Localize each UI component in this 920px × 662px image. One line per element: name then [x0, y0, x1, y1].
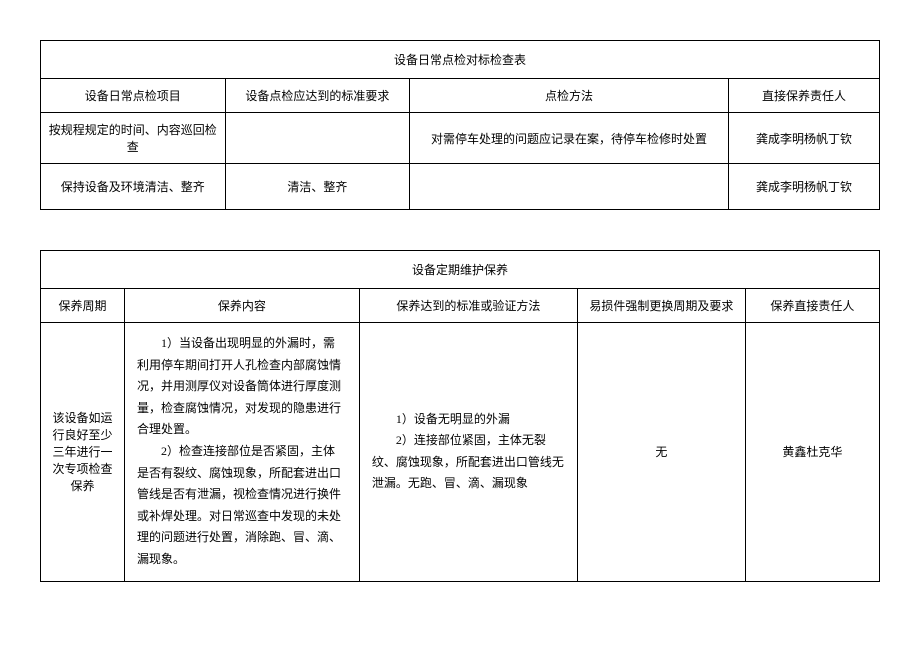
table1-title: 设备日常点检对标检查表 — [41, 41, 880, 79]
periodic-maintenance-table: 设备定期维护保养 保养周期 保养内容 保养达到的标准或验证方法 易损件强制更换周… — [40, 250, 880, 582]
table1-header-1: 设备点检应达到的标准要求 — [225, 79, 410, 113]
table1-cell: 保持设备及环境清洁、整齐 — [41, 164, 226, 210]
table2-period: 该设备如运行良好至少三年进行一次专项检查保养 — [41, 323, 125, 582]
table1-cell — [225, 113, 410, 164]
table2-header-1: 保养内容 — [124, 289, 359, 323]
table1-header-0: 设备日常点检项目 — [41, 79, 226, 113]
table2-header-0: 保养周期 — [41, 289, 125, 323]
table1-cell: 龚成李明杨帆丁钦 — [728, 164, 879, 210]
table2-replace: 无 — [577, 323, 745, 582]
table2-header-3: 易损件强制更换周期及要求 — [577, 289, 745, 323]
table2-verify: 1）设备无明显的外漏 2）连接部位紧固，主体无裂纹、腐蚀现象，所配套进出口管线无… — [359, 323, 577, 582]
table2-content: 1）当设备出现明显的外漏时，需利用停车期间打开人孔检查内部腐蚀情况，并用测厚仪对… — [124, 323, 359, 582]
table1-cell: 龚成李明杨帆丁钦 — [728, 113, 879, 164]
table1-cell: 清洁、整齐 — [225, 164, 410, 210]
table2-header-4: 保养直接责任人 — [745, 289, 879, 323]
table1-cell — [410, 164, 729, 210]
table2-title: 设备定期维护保养 — [41, 251, 880, 289]
table1-cell: 对需停车处理的问题应记录在案，待停车检修时处置 — [410, 113, 729, 164]
table2-header-2: 保养达到的标准或验证方法 — [359, 289, 577, 323]
table1-header-3: 直接保养责任人 — [728, 79, 879, 113]
table1-cell: 按规程规定的时间、内容巡回检查 — [41, 113, 226, 164]
table1-header-2: 点检方法 — [410, 79, 729, 113]
table2-person: 黄鑫杜克华 — [745, 323, 879, 582]
daily-inspection-table: 设备日常点检对标检查表 设备日常点检项目 设备点检应达到的标准要求 点检方法 直… — [40, 40, 880, 210]
